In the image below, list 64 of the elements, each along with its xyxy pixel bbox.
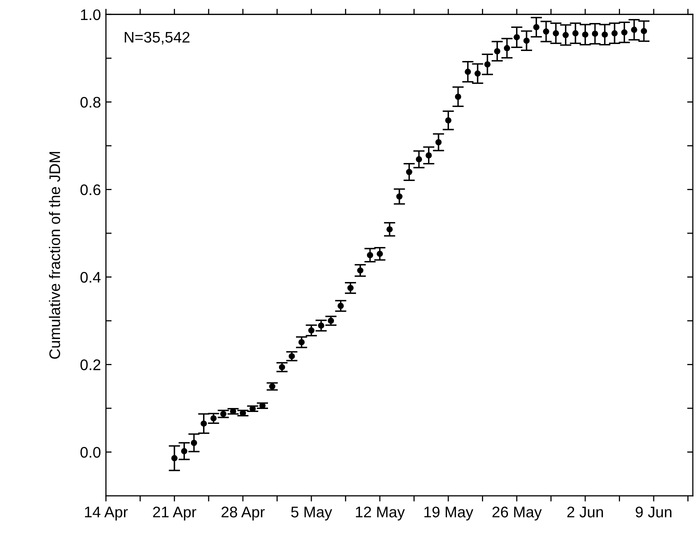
point [474,70,481,77]
point [464,68,471,75]
point [200,420,207,427]
point [230,408,236,414]
x-tick-label: 28 Apr [222,506,265,520]
x-tick-label: 9 Jun [636,506,672,518]
point [484,61,491,68]
x-tick-label: 21 Apr [153,506,196,520]
point [357,267,364,274]
point [328,318,334,324]
point [494,48,500,54]
point [308,327,314,334]
point [454,94,462,100]
point [514,34,520,40]
point [366,252,374,258]
point [572,30,579,36]
point [611,30,618,36]
x-tick-label: 14 Apr [85,506,128,520]
point [435,139,442,146]
point [631,26,638,33]
y-tick-label: 0.6 [80,184,100,196]
y-tick-label: 0.8 [80,96,100,108]
x-tick-label: 12 May [356,506,405,520]
point [171,455,178,462]
y-tick-label: 0.0 [80,446,100,458]
y-tick-label: 0.4 [80,272,101,283]
x-tick-label: 2 Jun [567,506,603,518]
point [533,24,540,30]
point [542,28,550,35]
y-tick-label: 0.2 [80,359,100,370]
point [210,415,217,422]
point [602,31,608,38]
y-axis-title: Cumulative fraction of the JDM [48,152,60,359]
point [288,353,295,360]
point [259,402,266,409]
point [347,284,354,292]
point [181,448,188,454]
point [376,250,383,257]
point [318,322,324,329]
point [640,28,648,34]
point [416,156,422,162]
point [220,410,226,418]
point [298,339,305,346]
x-tick-label: 5 May [291,506,332,520]
y-tick-label: 1.0 [81,9,100,20]
point [386,226,393,232]
x-tick-label: 26 May [492,506,542,520]
point [445,117,452,124]
point [190,440,198,446]
point [269,383,276,390]
annotation: N=35,542 [124,32,190,44]
point [406,168,412,176]
x-tick-label: 19 May [424,506,474,520]
point [592,30,598,37]
point [621,29,628,36]
point [582,31,588,38]
point [278,364,286,370]
point [523,38,530,44]
point [338,302,344,310]
point [504,45,510,52]
point [426,152,432,158]
point [562,32,569,38]
point [396,193,403,200]
point [552,30,560,36]
